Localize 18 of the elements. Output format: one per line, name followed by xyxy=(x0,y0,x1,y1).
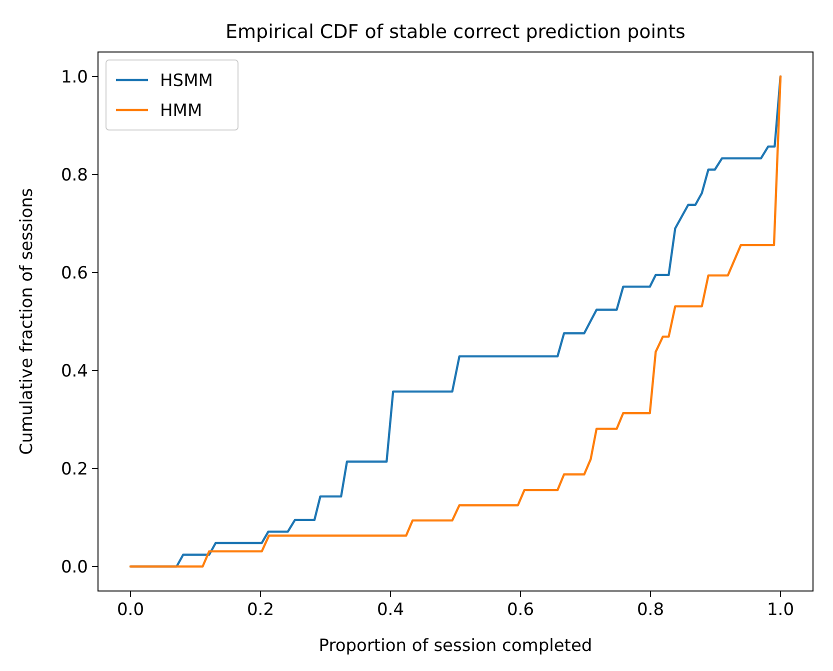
y-tick-label: 0.6 xyxy=(60,263,88,284)
y-tick-label: 0.2 xyxy=(60,459,88,480)
x-tick-label: 0.4 xyxy=(376,600,404,620)
y-tick-label: 0.8 xyxy=(60,165,88,186)
y-tick-label: 0.0 xyxy=(60,557,88,578)
y-axis-title: Cumulative fraction of sessions xyxy=(17,188,37,455)
x-axis-title: Proportion of session completed xyxy=(318,636,592,656)
x-tick-label: 0.8 xyxy=(636,600,664,620)
x-tick-label: 0.0 xyxy=(116,600,144,620)
y-tick-label: 0.4 xyxy=(60,361,88,382)
chart-title: Empirical CDF of stable correct prediction points xyxy=(226,21,686,43)
x-tick-label: 0.2 xyxy=(246,600,274,620)
legend-label: HSMM xyxy=(160,70,213,91)
line-series xyxy=(129,75,782,568)
x-tick-label: 0.6 xyxy=(506,600,534,620)
y-tick-label: 1.0 xyxy=(60,67,88,88)
x-tick-label: 1.0 xyxy=(766,600,794,620)
legend-label: HMM xyxy=(160,100,202,121)
